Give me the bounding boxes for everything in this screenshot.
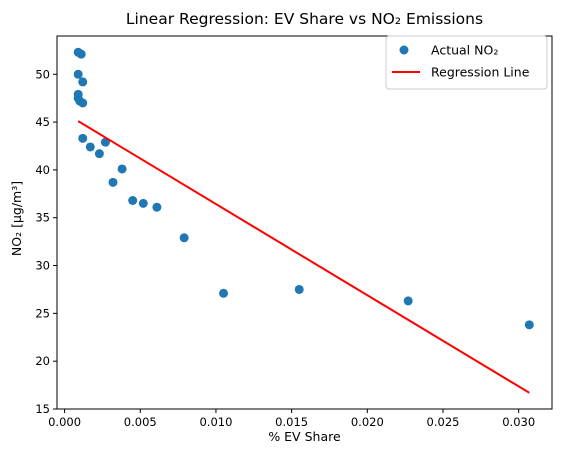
axes: 0.000 0.005 0.010 0.015 0.020 0.025 0.030 15 20 2… <box>35 35 553 429</box>
data-point <box>76 49 86 59</box>
data-point <box>403 296 413 306</box>
x-tick-label: 0.025 <box>427 415 460 429</box>
data-point <box>94 149 104 159</box>
y-tick-label: 25 <box>35 306 50 320</box>
data-point <box>78 77 88 87</box>
x-tick-label: 0.030 <box>502 415 535 429</box>
y-tick-label: 50 <box>35 67 50 81</box>
x-tick-label: 0.015 <box>275 415 308 429</box>
plot-frame <box>56 35 553 410</box>
data-point <box>128 196 138 206</box>
y-tick-label: 40 <box>35 163 50 177</box>
data-point <box>138 198 148 208</box>
plot-area <box>73 47 534 394</box>
legend-label-regression: Regression Line <box>431 65 530 80</box>
data-point <box>78 133 88 143</box>
legend-marker-actual <box>399 45 409 55</box>
x-axis-label: % EV Share <box>268 429 341 444</box>
data-point <box>152 202 162 212</box>
data-point <box>78 98 88 108</box>
x-tick-label: 0.010 <box>199 415 232 429</box>
regression-line <box>77 120 530 394</box>
data-point <box>219 288 229 298</box>
legend-label-actual: Actual NO₂ <box>431 43 498 58</box>
data-point <box>524 320 534 330</box>
data-point <box>85 142 95 152</box>
y-tick-label: 30 <box>35 259 50 273</box>
y-axis-label: NO₂ [µg/m³] <box>9 181 24 256</box>
data-point <box>294 284 304 294</box>
x-tick-label: 0.005 <box>124 415 157 429</box>
data-point <box>73 69 83 79</box>
data-point <box>179 233 189 243</box>
y-tick-label: 15 <box>35 402 50 416</box>
legend-box <box>385 35 548 90</box>
data-point <box>108 177 118 187</box>
y-tick-label: 45 <box>35 115 50 129</box>
x-tick-label: 0.020 <box>351 415 384 429</box>
y-tick-label: 20 <box>35 354 50 368</box>
y-tick-label: 35 <box>35 211 50 225</box>
chart-title: Linear Regression: EV Share vs NO₂ Emiss… <box>126 10 483 28</box>
data-point <box>117 164 127 174</box>
legend: Actual NO₂ Regression Line <box>385 35 548 90</box>
x-tick-label: 0.000 <box>48 415 81 429</box>
